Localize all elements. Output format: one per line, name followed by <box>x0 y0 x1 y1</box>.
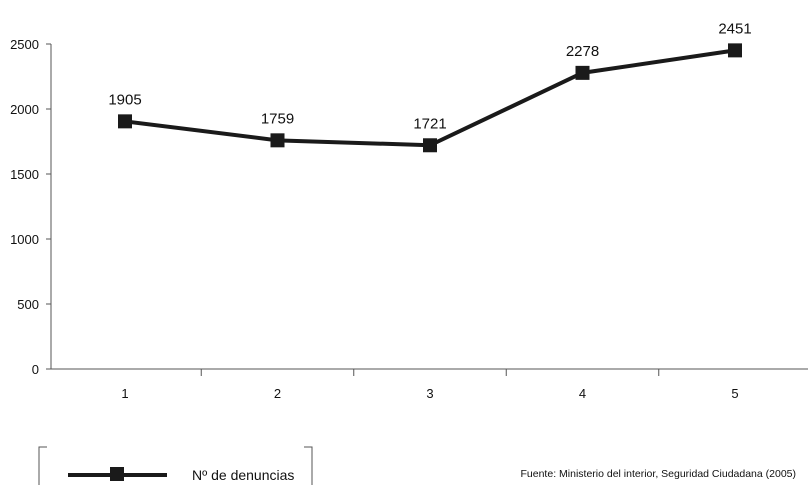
x-tick-label: 2 <box>274 386 281 401</box>
data-point-label: 1759 <box>261 110 294 127</box>
data-point-label: 1721 <box>413 115 446 132</box>
data-labels: 1905 1759 1721 2278 2451 <box>108 20 751 132</box>
data-point-label: 2451 <box>718 20 751 37</box>
legend-label: Nº de denuncias <box>192 467 294 483</box>
legend: Nº de denuncias <box>38 446 313 485</box>
x-axis-ticks: 1 2 3 4 5 <box>121 369 739 401</box>
x-tick-label: 4 <box>579 386 586 401</box>
legend-marker-swatch <box>110 467 124 481</box>
y-tick-label: 2000 <box>10 102 39 117</box>
source-note: Fuente: Ministerio del interior, Segurid… <box>520 468 797 480</box>
legend-bracket-right <box>304 446 313 485</box>
data-point-label: 2278 <box>566 43 599 60</box>
data-point-marker <box>118 114 132 129</box>
series-group <box>118 43 742 153</box>
x-tick-label: 1 <box>121 386 128 401</box>
y-tick-label: 500 <box>17 297 39 312</box>
y-tick-label: 1500 <box>10 167 39 182</box>
x-tick-label: 5 <box>731 386 738 401</box>
y-tick-label: 1000 <box>10 232 39 247</box>
data-point-marker <box>270 133 285 148</box>
legend-bracket-left <box>38 446 47 485</box>
data-point-label: 1905 <box>108 91 141 108</box>
data-point-marker <box>575 65 590 80</box>
y-tick-label: 0 <box>32 362 39 377</box>
data-point-marker <box>423 138 437 153</box>
data-point-marker <box>728 43 742 58</box>
y-axis-ticks: 0 500 1000 1500 2000 2500 <box>10 37 51 377</box>
y-tick-label: 2500 <box>10 37 39 52</box>
x-tick-label: 3 <box>426 386 433 401</box>
